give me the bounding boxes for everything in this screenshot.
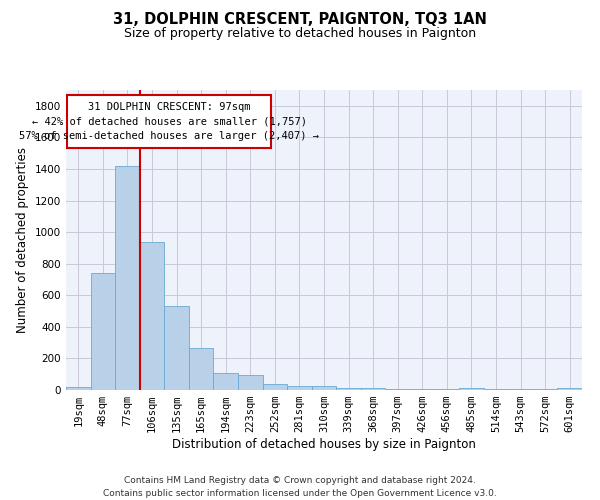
Bar xyxy=(385,389,410,390)
Text: 31, DOLPHIN CRESCENT, PAIGNTON, TQ3 1AN: 31, DOLPHIN CRESCENT, PAIGNTON, TQ3 1AN xyxy=(113,12,487,28)
Bar xyxy=(287,386,312,390)
Bar xyxy=(533,389,557,390)
Bar xyxy=(336,388,361,390)
Bar xyxy=(214,374,238,390)
Bar xyxy=(459,388,484,390)
Bar xyxy=(164,306,189,390)
Bar xyxy=(484,389,508,390)
FancyBboxPatch shape xyxy=(67,94,271,148)
Bar xyxy=(66,386,91,390)
Bar xyxy=(140,242,164,390)
Bar xyxy=(91,273,115,390)
Y-axis label: Number of detached properties: Number of detached properties xyxy=(16,147,29,333)
Bar xyxy=(238,376,263,390)
Bar xyxy=(557,388,582,390)
Bar xyxy=(263,384,287,390)
Text: Size of property relative to detached houses in Paignton: Size of property relative to detached ho… xyxy=(124,28,476,40)
Bar xyxy=(361,388,385,390)
Bar xyxy=(508,389,533,390)
Bar xyxy=(312,386,336,390)
Bar xyxy=(115,166,140,390)
Text: 31 DOLPHIN CRESCENT: 97sqm
← 42% of detached houses are smaller (1,757)
57% of s: 31 DOLPHIN CRESCENT: 97sqm ← 42% of deta… xyxy=(19,102,319,142)
Bar xyxy=(410,389,434,390)
X-axis label: Distribution of detached houses by size in Paignton: Distribution of detached houses by size … xyxy=(172,438,476,451)
Text: Contains HM Land Registry data © Crown copyright and database right 2024.
Contai: Contains HM Land Registry data © Crown c… xyxy=(103,476,497,498)
Bar xyxy=(434,389,459,390)
Bar xyxy=(189,348,214,390)
